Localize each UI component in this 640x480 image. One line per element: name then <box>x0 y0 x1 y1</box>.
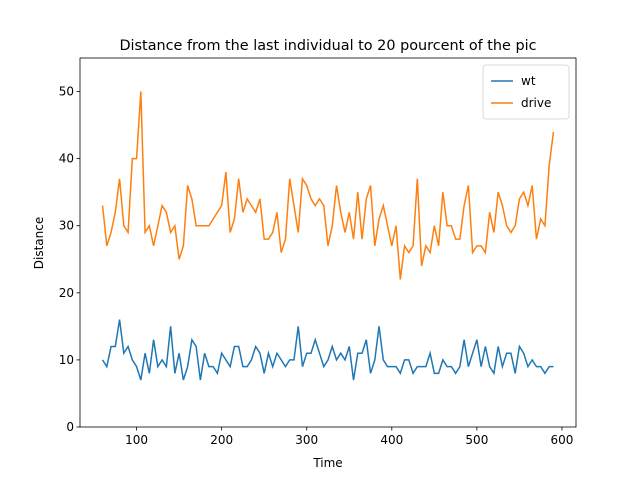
line-series <box>101 91 555 280</box>
chart-title: Distance from the last individual to 20 … <box>119 38 536 54</box>
legend-frame <box>482 64 570 120</box>
x-tick-label: 100 <box>125 433 148 447</box>
plot-frame <box>79 57 577 428</box>
y-tick-label: 40 <box>59 152 74 166</box>
y-tick-label: 0 <box>66 420 74 434</box>
legend: wt drive <box>482 64 570 120</box>
x-tick-label: 300 <box>295 433 318 447</box>
x-axis-label: Time <box>312 456 342 470</box>
y-axis-label: Distance <box>32 217 46 269</box>
x-tick-label: 200 <box>210 433 233 447</box>
legend-label: drive <box>521 96 551 110</box>
x-tick-label: 500 <box>465 433 488 447</box>
x-tick-label: 600 <box>551 433 574 447</box>
y-tick-label: 30 <box>59 219 74 233</box>
y-tick-label: 10 <box>59 353 74 367</box>
y-tick-label: 20 <box>59 286 74 300</box>
x-tick-label: 400 <box>380 433 403 447</box>
legend-label: wt <box>521 74 536 88</box>
line-series <box>101 319 554 381</box>
y-tick-label: 50 <box>59 85 74 99</box>
